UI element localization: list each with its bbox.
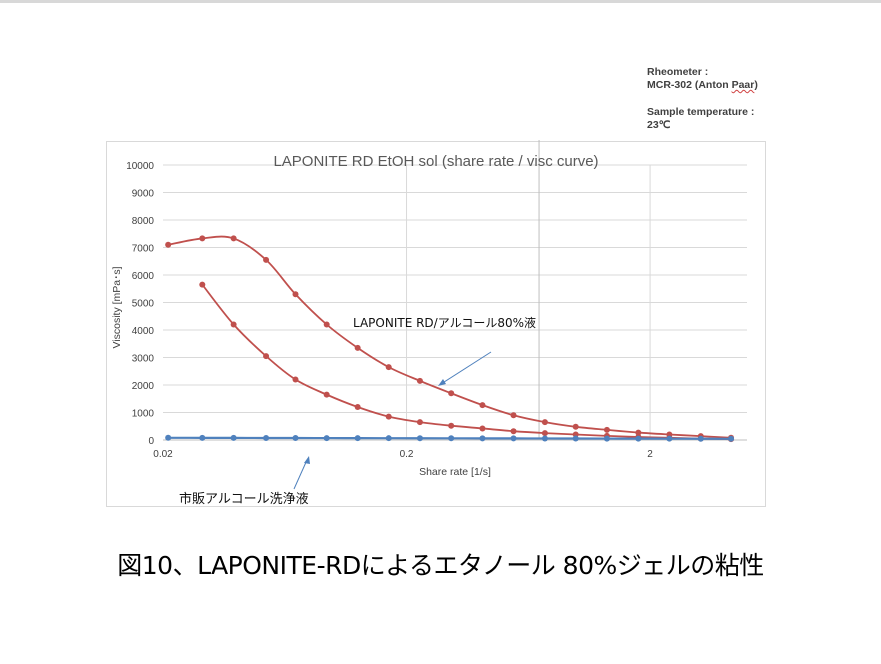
data-point [385,364,392,371]
y-tick-label: 8000 [132,216,155,227]
temperature-label: Sample temperature : [647,106,755,118]
series-line [167,235,732,439]
axis-layer: 0 1000 2000 3000 4000 5000 6000 7000 8000 9000 100… [111,153,747,478]
rheometer-model-prefix: MCR-302 (Anton [647,79,732,91]
data-point [697,435,704,442]
data-point [263,256,270,263]
data-point [448,390,455,397]
y-tick-label: 10000 [126,161,154,172]
data-point [479,425,486,432]
data-point [385,435,392,442]
data-point [416,419,423,426]
rheometer-model-suffix: ) [754,79,758,91]
annotation-arrow-commercial [293,459,308,490]
y-tick-label: 1000 [132,409,155,420]
data-point [230,321,237,328]
data-point [263,353,270,360]
y-tick-label: 4000 [132,326,155,337]
data-point [230,434,237,441]
data-point [572,423,579,430]
arrowhead-commercial [304,456,310,464]
data-point [323,391,330,398]
data-point [541,419,548,426]
viscosity-chart: 0 1000 2000 3000 4000 5000 6000 7000 8000 9000 100… [111,140,747,507]
annotation-commercial: 市販アルコール洗浄液 [179,491,309,507]
figure-caption: 図10、LAPONITE-RDによるエタノール 80%ジェルの粘性 [117,551,764,580]
x-axis-label: Share rate [1/s] [419,466,491,478]
x-tick-label: 0.02 [153,449,173,460]
annotation-laponite: LAPONITE RD/アルコール80%液 [353,315,536,330]
rheometer-label: Rheometer : [647,66,709,78]
data-point [666,435,673,442]
data-point [292,376,299,383]
data-point [230,235,237,242]
series-layer [165,235,735,443]
data-point [416,377,423,384]
data-point [572,435,579,442]
data-point [728,435,735,442]
data-point [354,344,361,351]
top-rule [0,0,881,3]
data-point [354,404,361,410]
data-point [479,435,486,442]
data-point [199,281,206,288]
y-tick-label: 7000 [132,244,155,255]
annotation-arrow-laponite [440,351,492,385]
series-1 [165,235,735,441]
data-point [354,435,361,442]
data-point [165,434,172,441]
temperature-value: 23℃ [647,119,671,131]
series-2 [199,281,735,443]
y-tick-label: 2000 [132,381,155,392]
data-point [416,435,423,442]
data-point [635,435,642,442]
y-tick-label: 9000 [132,189,155,200]
series-3 [165,434,735,442]
data-point [479,402,486,409]
rheometer-model: MCR-302 (Anton Paar) [647,79,758,92]
data-point [448,435,455,442]
arrowhead-laponite [438,379,446,386]
data-point [292,435,299,442]
y-tick-label: 6000 [132,271,155,282]
y-axis-label: Viscosity [mPa･s] [111,266,123,348]
chart-title: LAPONITE RD EtOH sol (share rate / visc … [273,153,598,170]
data-point [165,241,172,248]
data-point [385,413,392,420]
data-point [292,291,299,298]
series-line [201,284,732,441]
data-point [323,321,330,328]
chart-frame [106,141,766,507]
data-point [448,422,455,429]
data-point [510,435,517,442]
data-point [510,412,517,419]
y-tick-label: 3000 [132,354,155,365]
instrument-info: Rheometer : MCR-302 (Anton Paar) Sample … [647,66,758,132]
data-point [510,428,517,435]
data-point [199,235,206,242]
rheometer-model-brand: Paar [731,79,755,91]
x-tick-label: 2 [647,449,653,460]
data-point [323,435,330,442]
data-point [541,430,548,437]
data-point [603,435,610,442]
y-tick-label: 5000 [132,299,155,310]
data-point [199,434,206,441]
x-tick-label: 0.2 [400,449,414,460]
y-tick-label: 0 [148,436,154,447]
data-point [603,426,610,433]
data-point [541,435,548,442]
data-point [263,434,270,441]
data-point [635,429,642,436]
